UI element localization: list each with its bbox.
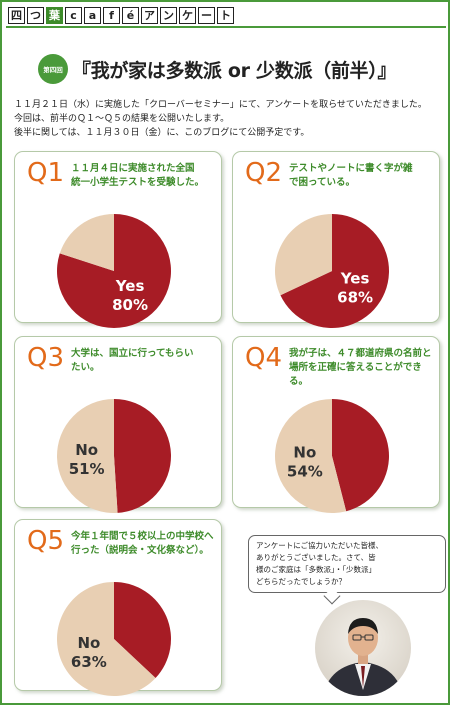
bubble-line: アンケートにご協力いただいた皆様、 [256,541,384,550]
pie-slice-yes [57,214,171,328]
question-number: Q2 [245,158,283,188]
speech-bubble: アンケートにご協力いただいた皆様、 ありがとうございました。さて、皆 様のご家庭… [248,535,446,593]
brand-char: c [65,7,82,24]
title-row: 第四回 『我が家は多数派 or 少数派（前半）』 [38,54,438,84]
question-line: 大学は、国立に行ってもらい [71,348,194,359]
pie-slice-other [59,214,114,271]
question-line: で困っている。 [289,177,356,188]
pie-category-label: No [75,441,98,459]
question-text: １１月４日に実施された全国 統一小学生テストを受験した。 [71,162,219,190]
brand-char: a [84,7,101,24]
brand-char: つ [27,7,44,24]
question-card-q2: Q2 テストやノートに書く字が雑 で困っている。 Yes 68% [232,151,440,328]
question-line: たい。 [71,362,100,373]
brand-char: ン [160,7,177,24]
brand-char: 葉 [46,7,63,24]
brand-logo: 四 つ 葉 c a f é ア ン ケ ー ト [8,7,236,25]
question-text: 今年１年間で５校以上の中学校へ 行った（説明会・文化祭など）。 [71,530,219,558]
pie-category-label: Yes [340,270,370,288]
pie-slice-other [114,399,171,513]
pie-slice-no [56,399,118,513]
question-line: 統一小学生テストを受験した。 [71,177,205,188]
pie-value-label: 80% [112,296,148,314]
question-card-q3: Q3 大学は、国立に行ってもらい たい。 No 51% [14,336,222,513]
intro-text: １１月２１日（水）に実施した「クローバーセミナー」にて、アンケートを取らせていた… [14,98,444,140]
pie-slice-other [114,582,171,679]
pie-slice-no [57,582,156,696]
question-card-q1: Q1 １１月４日に実施された全国 統一小学生テストを受験した。 Yes 80% [14,151,222,328]
bubble-line: 様のご家庭は「多数派」・「少数派」 [256,565,376,574]
presenter-photo [315,600,411,696]
question-text: 我が子は、４７都道府県の名前と 場所を正確に答えることができる。 [289,347,437,389]
intro-line: １１月２１日（水）に実施した「クローバーセミナー」にて、アンケートを取らせていた… [14,100,427,110]
pie-slice-other [275,214,332,296]
question-line: 行った（説明会・文化祭など）。 [71,545,209,556]
pie-value-label: 54% [287,462,323,480]
page-title: 『我が家は多数派 or 少数派（前半）』 [72,59,397,82]
pie-category-label: No [77,634,100,652]
question-text: テストやノートに書く字が雑 で困っている。 [289,162,437,190]
question-number: Q5 [27,526,65,556]
pie-slice-yes [280,214,389,328]
question-line: テストやノートに書く字が雑 [289,163,413,174]
pie-value-label: 51% [69,460,105,478]
pie-category-label: Yes [115,277,145,295]
pie-slice-no [275,399,347,513]
bubble-line: どちらだったでしょうか？ [256,577,346,586]
issue-badge: 第四回 [38,54,68,84]
question-line: 今年１年間で５校以上の中学校へ [71,531,214,542]
brand-char: é [122,7,139,24]
pie-slice-other [332,399,390,512]
question-number: Q4 [245,343,283,373]
pie-value-label: 63% [71,653,107,671]
brand-char: ト [217,7,234,24]
question-card-q5: Q5 今年１年間で５校以上の中学校へ 行った（説明会・文化祭など）。 No 63% [14,519,222,696]
brand-char: f [103,7,120,24]
brand-char: ケ [179,7,196,24]
question-card-q4: Q4 我が子は、４７都道府県の名前と 場所を正確に答えることができる。 No 54… [232,336,440,513]
question-text: 大学は、国立に行ってもらい たい。 [71,347,219,375]
presenter-illustration [323,618,403,696]
intro-line: 今回は、前半のＱ１～Ｑ５の結果を公開いたします。 [14,114,230,124]
question-number: Q1 [27,158,65,188]
question-line: 場所を正確に答えることができる。 [289,362,422,387]
question-number: Q3 [27,343,65,373]
question-line: 我が子は、４７都道府県の名前と [289,348,432,359]
brand-char: 四 [8,7,25,24]
pie-value-label: 68% [337,289,373,307]
intro-line: 後半に関しては、１１月３０日（金）に、このブログにて公開予定です。 [14,128,310,138]
brand-char: ー [198,7,215,24]
pie-category-label: No [293,443,316,461]
header-strip: 四 つ 葉 c a f é ア ン ケ ー ト [6,6,446,28]
question-line: １１月４日に実施された全国 [71,163,195,174]
bubble-line: ありがとうございました。さて、皆 [256,553,376,562]
brand-char: ア [141,7,158,24]
